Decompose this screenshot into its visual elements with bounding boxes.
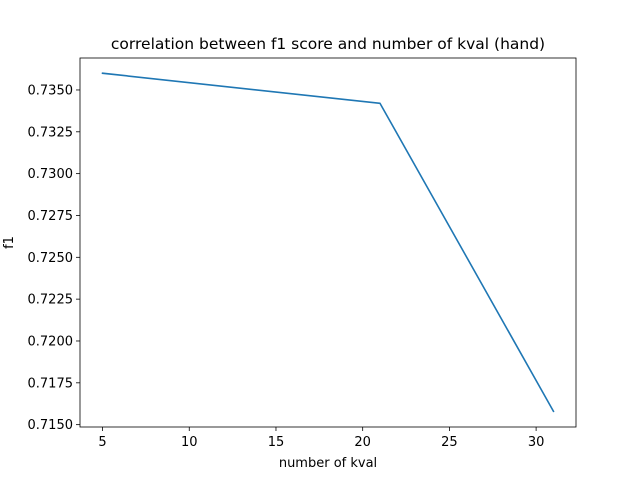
plot-frame <box>79 57 577 428</box>
y-tick-label: 0.7225 <box>28 293 74 308</box>
y-axis-label: f1 <box>2 236 17 249</box>
y-axis-ticks: 0.7150 0.7175 0.7200 0.7225 0.7250 0.7275 0.73… <box>28 83 80 433</box>
y-tick-label: 0.7300 <box>28 167 74 182</box>
y-tick-label: 0.7275 <box>28 209 74 224</box>
y-tick-label: 0.7175 <box>28 376 74 391</box>
y-tick-label: 0.7325 <box>28 125 74 140</box>
x-tick-label: 5 <box>98 435 106 450</box>
x-axis-label: number of kval <box>279 456 377 471</box>
x-axis-ticks: 5 10 15 20 25 30 <box>98 427 544 450</box>
x-tick-label: 10 <box>181 435 198 450</box>
series-line <box>101 72 555 413</box>
chart-title: correlation between f1 score and number … <box>111 35 545 53</box>
x-tick-label: 20 <box>354 435 371 450</box>
x-tick-label: 15 <box>268 435 285 450</box>
y-tick-label: 0.7200 <box>28 334 74 349</box>
x-tick-label: 25 <box>441 435 458 450</box>
y-tick-label: 0.7350 <box>28 83 74 98</box>
series-layer <box>101 72 555 413</box>
x-tick-label: 30 <box>528 435 545 450</box>
y-tick-label: 0.7250 <box>28 251 74 266</box>
y-tick-label: 0.7150 <box>28 418 74 433</box>
